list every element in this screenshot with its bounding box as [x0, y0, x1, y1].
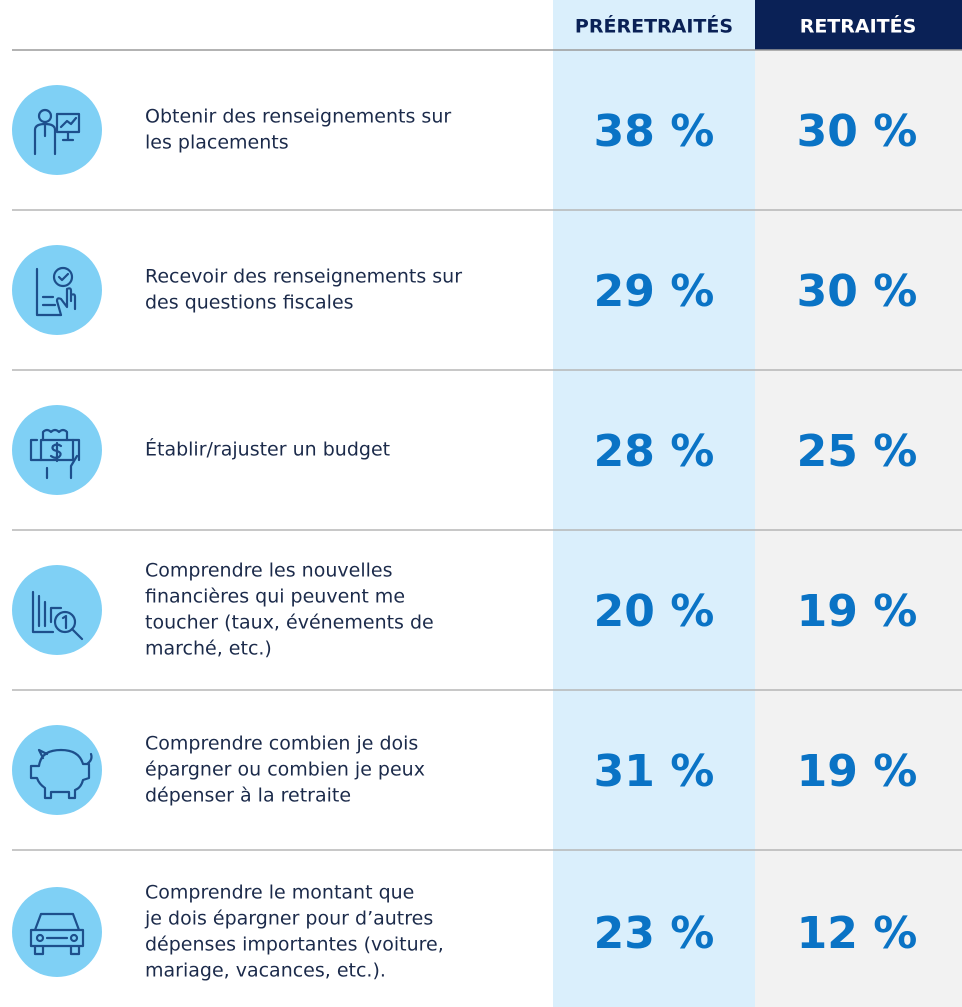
row-label: Comprendre le montant que	[145, 882, 414, 904]
icon-circle	[12, 245, 102, 335]
value: 23 %	[594, 908, 715, 959]
piggy-icon	[29, 748, 93, 800]
retired-column-bg	[755, 50, 962, 1007]
row-label: des questions fiscales	[145, 292, 354, 314]
tax-icon	[35, 266, 77, 317]
row-label: Comprendre combien je dois	[145, 733, 418, 755]
row-label: Comprendre les nouvelles	[145, 560, 392, 582]
news-icon	[31, 590, 84, 641]
value: 30 %	[797, 266, 918, 317]
row-label: Établir/rajuster un budget	[145, 438, 390, 461]
icon-circle	[12, 725, 102, 815]
value: 19 %	[797, 746, 918, 797]
column-header: PRÉRETRAITÉS	[575, 15, 733, 38]
value: 28 %	[594, 426, 715, 477]
preretired-column-bg	[553, 0, 755, 1007]
value: 38 %	[594, 106, 715, 157]
presentation-icon	[33, 108, 81, 156]
icons	[29, 108, 93, 956]
row-label: marché, etc.)	[145, 638, 272, 660]
value: 19 %	[797, 586, 918, 637]
value: 29 %	[594, 266, 715, 317]
row-label: toucher (taux, événements de	[145, 612, 434, 634]
rows: Obtenir des renseignements sur les placem…	[12, 85, 962, 982]
row-label: les placements	[145, 132, 289, 154]
icon-circle	[12, 565, 102, 655]
row-label: Recevoir des renseignements sur	[145, 266, 462, 288]
value: 25 %	[797, 426, 918, 477]
value: 30 %	[797, 106, 918, 157]
car-icon	[29, 912, 85, 956]
icon-circle	[12, 887, 102, 977]
column-header: RETRAITÉS	[800, 15, 917, 38]
value: 31 %	[594, 746, 715, 797]
row-label: je dois épargner pour d’autres	[144, 908, 433, 930]
value: 20 %	[594, 586, 715, 637]
row-label: Obtenir des renseignements sur	[145, 106, 451, 128]
value: 12 %	[797, 908, 918, 959]
row-label: dépenses importantes (voiture,	[145, 934, 444, 956]
row-label: financières qui peuvent me	[145, 586, 405, 608]
budget-icon	[29, 428, 81, 480]
row-label: épargner ou combien je peux	[145, 759, 425, 781]
row-label: dépenser à la retraite	[145, 785, 351, 807]
retired-header-bg	[755, 0, 962, 50]
row-label: mariage, vacances, etc.).	[145, 960, 386, 982]
